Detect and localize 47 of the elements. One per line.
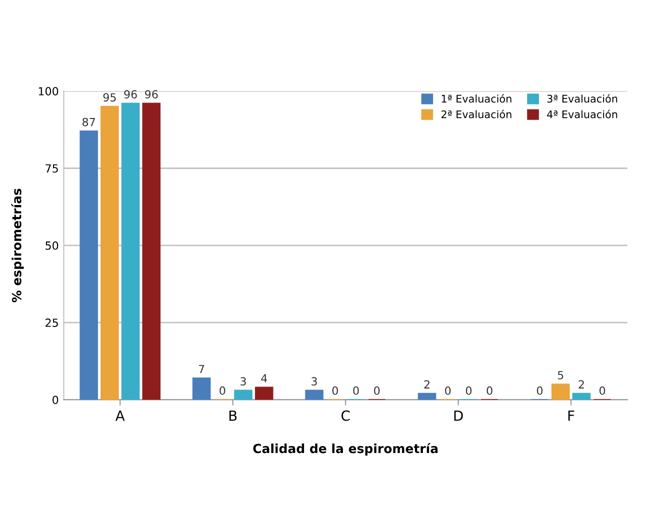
y-tick-label: 100 [38, 87, 58, 96]
bar [551, 384, 570, 400]
data-label: 0 [220, 386, 226, 395]
data-label: 4 [261, 374, 268, 382]
data-label: 0 [445, 386, 451, 395]
bar [305, 390, 324, 400]
legend-label: 3ª Evaluación [547, 94, 618, 103]
x-tick-label: D [454, 410, 463, 421]
y-tick-label: 50 [46, 241, 58, 250]
data-label: 0 [332, 386, 338, 395]
y-tick-label: 75 [46, 164, 58, 173]
x-tick-label: C [341, 410, 350, 421]
x-tick-label: A [115, 410, 125, 421]
legend-label: 2ª Evaluación [441, 110, 512, 118]
x-tick-label: F [568, 410, 574, 421]
data-label: 2 [578, 380, 584, 388]
data-label: 96 [124, 90, 137, 98]
bar [100, 106, 119, 400]
bar [80, 130, 98, 400]
data-label: 3 [312, 377, 317, 386]
data-label: 0 [466, 386, 472, 395]
data-label: 95 [103, 93, 116, 102]
data-label: 0 [374, 386, 380, 395]
bar [234, 390, 252, 400]
data-label: 0 [600, 386, 606, 395]
data-label: 87 [82, 118, 95, 126]
bar [254, 386, 274, 400]
data-label: 0 [536, 386, 543, 395]
y-axis-title: % espirometrías [11, 188, 24, 302]
data-label: 2 [424, 380, 430, 388]
data-label: 5 [558, 371, 564, 380]
legend-label: 4ª Evaluación [547, 110, 618, 118]
y-tick-label: 0 [52, 396, 58, 404]
bar [192, 377, 211, 400]
data-label: 7 [198, 364, 204, 374]
data-label: 3 [240, 377, 246, 386]
bar [572, 392, 591, 400]
bar [418, 392, 436, 400]
data-label: 0 [353, 386, 359, 395]
x-tick-label: B [229, 410, 237, 421]
data-label: 96 [145, 90, 158, 98]
data-label: 0 [486, 386, 492, 395]
bar [142, 102, 161, 400]
bar [121, 102, 140, 400]
x-axis-title: Calidad de la espirometría [253, 443, 438, 456]
legend-label: 1ª Evaluación [442, 94, 512, 103]
y-tick-label: 25 [46, 318, 58, 327]
